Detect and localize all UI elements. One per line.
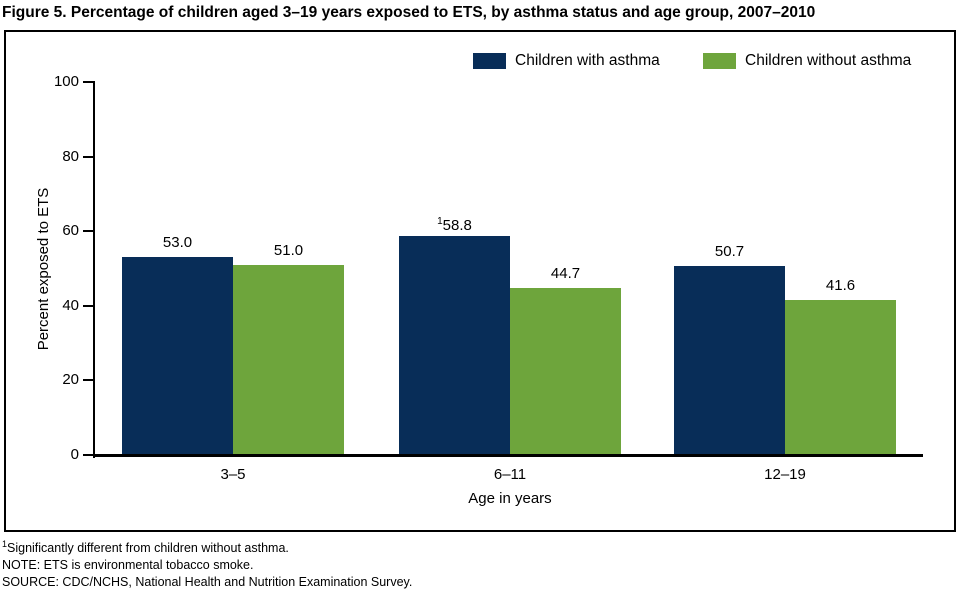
y-axis-line [93,81,95,458]
bar-value-label: 44.7 [550,265,581,282]
x-tick-label-0: 3–5 [220,466,246,483]
legend-label-without-asthma: Children without asthma [745,52,912,69]
y-tick-mark [83,81,93,83]
footnote-significance: 1Significantly different from children w… [2,536,412,557]
y-tick-mark [83,230,93,232]
bar-value-label: 50.7 [714,243,745,260]
y-tick-mark [83,379,93,381]
bar-without-asthma-0 [233,265,344,455]
y-tick-mark [83,305,93,307]
y-tick-mark [83,454,93,456]
x-axis-label: Age in years [468,490,552,507]
y-tick-label: 100 [53,73,79,90]
x-tick-label-1: 6–11 [493,466,527,483]
bar-with-asthma-1 [399,236,510,455]
y-tick-label: 80 [62,148,79,165]
footnote-source: SOURCE: CDC/NCHS, National Health and Nu… [2,575,413,590]
y-axis-label: Percent exposed to ETS [35,187,52,351]
x-axis-line [93,454,923,457]
legend-swatch-with-asthma [473,53,506,69]
bar-value-label: 158.8 [437,216,472,234]
footnote-significance-text: Significantly different from children wi… [7,541,289,556]
footnote-marker: 1 [2,539,8,549]
x-tick-label-2: 12–19 [764,466,806,483]
footnote-note: NOTE: ETS is environmental tobacco smoke… [2,558,254,573]
y-tick-label: 40 [62,297,79,314]
figure-title: Figure 5. Percentage of children aged 3–… [2,4,816,21]
bar-value-label: 53.0 [162,234,193,251]
legend-swatch-without-asthma [703,53,736,69]
y-tick-mark [83,156,93,158]
bar-without-asthma-2 [785,300,896,455]
legend-label-with-asthma: Children with asthma [515,52,660,69]
significance-marker: 1 [437,216,443,227]
bar-with-asthma-2 [674,266,785,455]
y-tick-label: 60 [62,222,79,239]
bar-with-asthma-0 [122,257,233,455]
bar-value-label: 41.6 [825,277,856,294]
y-tick-label: 0 [70,446,79,463]
y-tick-label: 20 [62,371,79,388]
bar-without-asthma-1 [510,288,621,455]
footnotes: 1Significantly different from children w… [2,536,412,590]
bar-value-label: 51.0 [273,242,304,259]
